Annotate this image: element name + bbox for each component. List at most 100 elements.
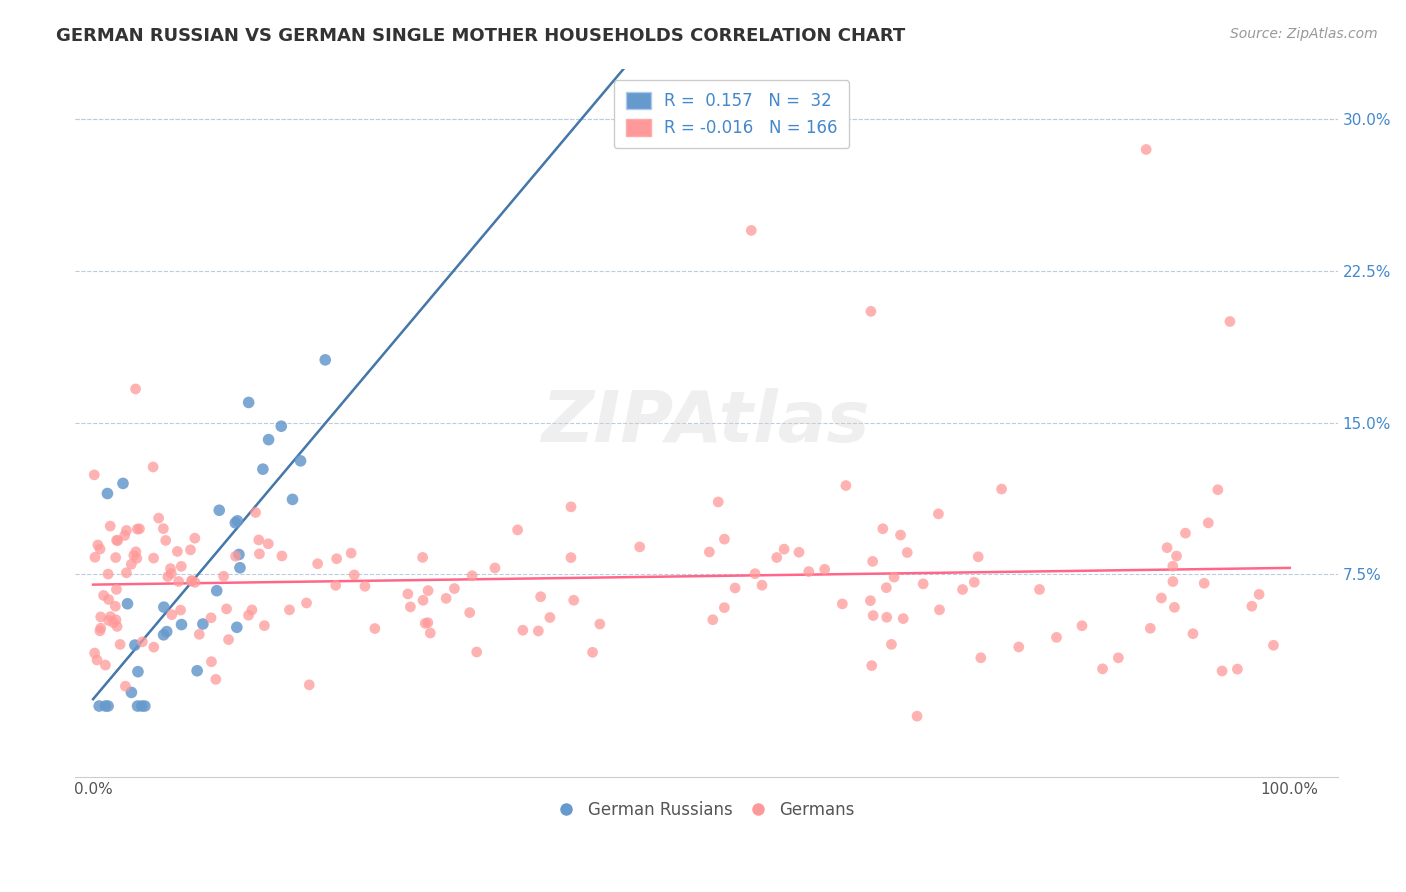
Point — [862, 554, 884, 568]
Point — [1206, 483, 1229, 497]
Point — [560, 550, 582, 565]
Point — [86, 653, 108, 667]
Point — [1107, 650, 1129, 665]
Point — [169, 603, 191, 617]
Point — [114, 528, 136, 542]
Point — [105, 533, 128, 548]
Point — [111, 476, 134, 491]
Point — [180, 574, 202, 589]
Point — [200, 655, 222, 669]
Point — [416, 583, 439, 598]
Point — [105, 582, 128, 597]
Point — [1174, 526, 1197, 541]
Point — [970, 650, 993, 665]
Point — [105, 619, 128, 633]
Point — [87, 538, 110, 552]
Point — [751, 578, 773, 592]
Point — [124, 382, 146, 396]
Point — [419, 626, 441, 640]
Point — [896, 545, 918, 559]
Point — [218, 632, 240, 647]
Point — [155, 533, 177, 548]
Point — [465, 645, 488, 659]
Point — [97, 567, 120, 582]
Point — [208, 503, 231, 517]
Point — [152, 522, 174, 536]
Point — [835, 478, 858, 492]
Point — [159, 561, 181, 575]
Point — [1166, 549, 1188, 563]
Point — [1135, 143, 1157, 157]
Point — [229, 560, 252, 574]
Point — [131, 634, 153, 648]
Point — [240, 603, 263, 617]
Point — [912, 577, 935, 591]
Point — [862, 608, 884, 623]
Point — [314, 352, 336, 367]
Point — [905, 709, 928, 723]
Point — [1045, 631, 1067, 645]
Point — [891, 611, 914, 625]
Text: Source: ZipAtlas.com: Source: ZipAtlas.com — [1230, 27, 1378, 41]
Point — [170, 559, 193, 574]
Point — [1192, 576, 1215, 591]
Point — [215, 602, 238, 616]
Point — [224, 516, 246, 530]
Point — [107, 533, 129, 548]
Point — [1161, 559, 1184, 574]
Point — [560, 500, 582, 514]
Point — [184, 575, 207, 590]
Point — [1156, 541, 1178, 555]
Point — [562, 593, 585, 607]
Point — [325, 551, 347, 566]
Point — [1249, 587, 1271, 601]
Point — [744, 566, 766, 581]
Point — [257, 537, 280, 551]
Point — [434, 591, 457, 606]
Point — [238, 395, 260, 409]
Point — [104, 599, 127, 614]
Point — [875, 581, 897, 595]
Point — [707, 495, 730, 509]
Point — [354, 579, 377, 593]
Point — [247, 533, 270, 547]
Point — [104, 613, 127, 627]
Point — [1008, 640, 1031, 654]
Point — [205, 673, 228, 687]
Point — [876, 610, 898, 624]
Point — [1071, 619, 1094, 633]
Point — [167, 574, 190, 589]
Point — [127, 522, 149, 536]
Point — [1263, 638, 1285, 652]
Point — [581, 645, 603, 659]
Point — [179, 542, 201, 557]
Point — [97, 592, 120, 607]
Point — [160, 566, 183, 581]
Point — [325, 578, 347, 592]
Point — [226, 514, 249, 528]
Point — [166, 544, 188, 558]
Point — [270, 419, 292, 434]
Point — [713, 600, 735, 615]
Point — [93, 589, 115, 603]
Point — [117, 597, 139, 611]
Point — [128, 522, 150, 536]
Point — [702, 613, 724, 627]
Point — [724, 581, 747, 595]
Point — [142, 460, 165, 475]
Point — [115, 566, 138, 580]
Point — [252, 462, 274, 476]
Point — [142, 640, 165, 654]
Point — [412, 550, 434, 565]
Point — [100, 609, 122, 624]
Point — [160, 607, 183, 622]
Point — [295, 596, 318, 610]
Point — [343, 568, 366, 582]
Point — [114, 679, 136, 693]
Point — [765, 550, 787, 565]
Point — [1226, 662, 1249, 676]
Point — [699, 545, 721, 559]
Point — [880, 637, 903, 651]
Point — [512, 624, 534, 638]
Point — [84, 550, 107, 565]
